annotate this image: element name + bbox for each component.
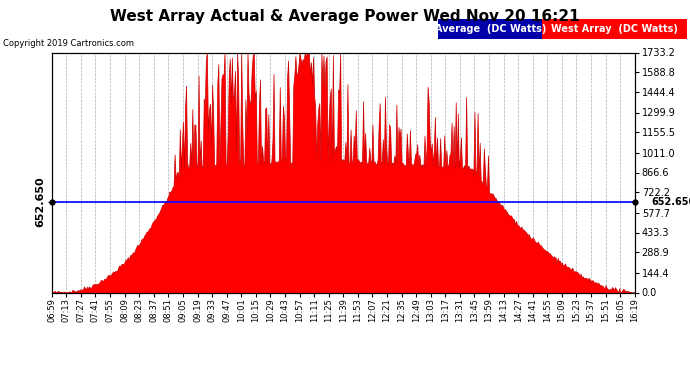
Text: West Array  (DC Watts): West Array (DC Watts) — [551, 24, 678, 34]
Text: Copyright 2019 Cartronics.com: Copyright 2019 Cartronics.com — [3, 39, 135, 48]
Bar — [438, 19, 542, 39]
Text: 652.650: 652.650 — [651, 197, 690, 207]
Bar — [542, 19, 687, 39]
Text: Average  (DC Watts): Average (DC Watts) — [435, 24, 546, 34]
Text: West Array Actual & Average Power Wed Nov 20 16:21: West Array Actual & Average Power Wed No… — [110, 9, 580, 24]
